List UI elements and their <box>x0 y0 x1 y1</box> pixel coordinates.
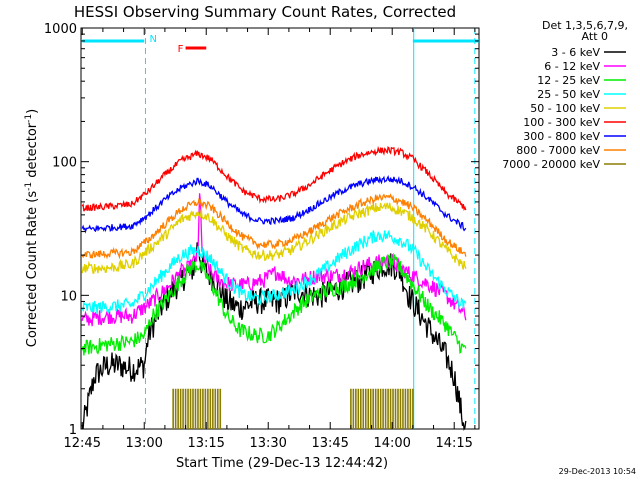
x-axis-label: Start Time (29-Dec-13 12:44:42) <box>176 456 388 471</box>
plot-frame <box>80 27 480 430</box>
legend-header: Det 1,3,5,6,7,9, <box>542 19 628 32</box>
legend-attenuator: Att 0 <box>582 30 608 43</box>
series-line-1 <box>81 193 467 327</box>
x-tick-label: 14:00 <box>373 436 410 451</box>
x-tick-label: 13:45 <box>311 436 348 451</box>
flare-label: F <box>178 44 184 55</box>
series-line-4 <box>81 202 467 274</box>
y-tick-label: 1000 <box>44 22 77 37</box>
legend-entry-label: 6 - 12 keV <box>544 60 600 73</box>
y-axis-label: Corrected Count Rate (s-1 detector-1) <box>24 109 40 347</box>
chart-title: HESSI Observing Summary Count Rates, Cor… <box>74 3 456 21</box>
legend-entry-label: 50 - 100 keV <box>530 102 600 115</box>
legend-entry-label: 12 - 25 keV <box>537 74 600 87</box>
series-line-3 <box>81 229 467 314</box>
legend-entry-label: 100 - 300 keV <box>523 116 600 129</box>
legend-entry-label: 800 - 7000 keV <box>516 144 600 157</box>
y-tick-label: 1 <box>69 423 77 438</box>
generation-timestamp: 29-Dec-2013 10:54 <box>559 467 636 476</box>
y-axis-label-sup1: -1 <box>24 182 34 191</box>
y-axis-label-mid: detector <box>25 122 40 182</box>
y-axis-label-main: Corrected Count Rate (s <box>25 191 40 348</box>
series-line-2 <box>81 252 467 356</box>
x-tick-label: 13:00 <box>125 436 162 451</box>
legend-entry-label: 3 - 6 keV <box>551 46 600 59</box>
x-tick-label: 13:30 <box>249 436 286 451</box>
x-tick-label: 14:15 <box>435 436 472 451</box>
ticks-layer: 12:45 13:00 13:15 13:30 13:45 14:00 14:15 1 10 10… <box>44 22 479 451</box>
series-line-7 <box>81 193 467 260</box>
y-tick-label: 100 <box>52 156 77 171</box>
x-tick-label: 13:15 <box>187 436 224 451</box>
series-line-5 <box>81 145 467 212</box>
night-label: N <box>149 34 156 45</box>
legend-entry-label: 7000 - 20000 keV <box>502 158 600 171</box>
legend-entry-label: 25 - 50 keV <box>537 88 600 101</box>
series-line-6 <box>81 174 467 234</box>
y-axis-label-sup2: -1 <box>24 114 34 123</box>
y-axis-label-end: ) <box>25 109 40 114</box>
series-layer <box>81 145 467 432</box>
annotation-layer: NF <box>82 28 479 429</box>
y-tick-label: 10 <box>60 289 77 304</box>
x-tick-label: 12:45 <box>64 436 101 451</box>
legend-entry-label: 300 - 800 keV <box>523 130 600 143</box>
